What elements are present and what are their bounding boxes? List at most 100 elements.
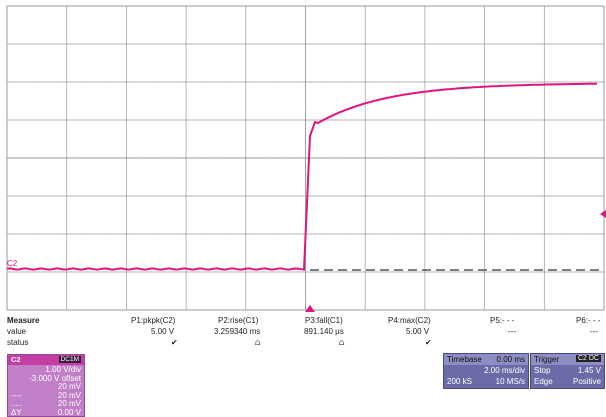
grid-minor-dot <box>436 271 438 273</box>
grid-minor-dot <box>519 81 521 83</box>
grid-minor-dot <box>567 157 569 159</box>
grid-minor-dot <box>340 195 342 197</box>
grid-minor-dot <box>54 271 56 273</box>
measure-col-name[interactable]: P1:pkpk(C2) <box>131 316 176 325</box>
grid-minor-dot <box>161 157 163 159</box>
grid-minor-dot <box>257 195 259 197</box>
grid-minor-dot <box>448 195 450 197</box>
grid-minor-dot <box>233 233 235 235</box>
grid-minor-dot <box>197 119 199 121</box>
measure-col-name[interactable]: P2:rise(C1) <box>218 316 259 325</box>
grid-minor-dot <box>78 271 80 273</box>
grid-minor-dot <box>507 195 509 197</box>
grid-minor-dot <box>233 157 235 159</box>
grid-minor-dot <box>591 195 593 197</box>
grid-minor-dot <box>209 81 211 83</box>
channel-name: C2 <box>11 355 21 364</box>
grid-minor-dot <box>90 119 92 121</box>
grid-minor-dot <box>555 81 557 83</box>
grid-minor-dot <box>519 195 521 197</box>
trigger-panel[interactable]: Trigger C2 DC Stop 1.45 V Edge Positive <box>530 353 605 389</box>
grid-minor-dot <box>137 271 139 273</box>
grid-minor-dot <box>579 157 581 159</box>
grid-minor-dot <box>328 119 330 121</box>
measure-col-name[interactable]: P4:max(C2) <box>388 316 431 325</box>
grid-minor-dot <box>507 157 509 159</box>
grid-minor-dot <box>567 81 569 83</box>
grid-minor-dot <box>352 119 354 121</box>
grid-minor-dot <box>328 271 330 273</box>
oscilloscope-grid: C2 <box>6 5 606 312</box>
grid-minor-dot <box>209 233 211 235</box>
grid-minor-dot <box>161 43 163 45</box>
grid-minor-dot <box>400 195 402 197</box>
grid-minor-dot <box>281 43 283 45</box>
grid-minor-dot <box>328 157 330 159</box>
grid-minor-dot <box>209 271 211 273</box>
grid-minor-dot <box>149 119 151 121</box>
zoom-row-value: 20 mV <box>57 390 81 400</box>
grid-minor-dot <box>173 157 175 159</box>
grid-minor-dot <box>579 43 581 45</box>
grid-minor-dot <box>197 81 199 83</box>
timebase-panel[interactable]: Timebase 0.00 ms 2.00 ms/div 200 kS 10 M… <box>443 353 529 389</box>
grid-minor-dot <box>531 271 533 273</box>
grid-minor-dot <box>328 43 330 45</box>
grid-minor-dot <box>460 195 462 197</box>
grid-minor-dot <box>376 157 378 159</box>
grid-minor-dot <box>388 195 390 197</box>
grid-minor-dot <box>531 157 533 159</box>
trigger-position-icon[interactable] <box>305 305 315 312</box>
grid-minor-dot <box>78 195 80 197</box>
grid-minor-dot <box>316 233 318 235</box>
grid-minor-dot <box>388 81 390 83</box>
grid-minor-dot <box>30 233 32 235</box>
grid-minor-dot <box>102 195 104 197</box>
grid-minor-dot <box>460 271 462 273</box>
grid-minor-dot <box>293 43 295 45</box>
grid-minor-dot <box>531 81 533 83</box>
grid-minor-dot <box>54 157 56 159</box>
grid-minor-dot <box>54 119 56 121</box>
grid-minor-dot <box>400 271 402 273</box>
grid-minor-dot <box>149 233 151 235</box>
grid-minor-dot <box>42 195 44 197</box>
measure-col-name[interactable]: P5:- - - <box>490 316 515 325</box>
channel-c2-descriptor[interactable]: C2 DC1M 1.00 V/div -3.000 V offset 20 mV… <box>7 354 85 417</box>
grid-minor-dot <box>281 233 283 235</box>
grid-minor-dot <box>412 43 414 45</box>
grid-minor-dot <box>472 119 474 121</box>
measure-value: 5.00 V <box>151 327 175 336</box>
grid-minor-dot <box>352 233 354 235</box>
grid-minor-dot <box>519 119 521 121</box>
grid-minor-dot <box>149 43 151 45</box>
grid-minor-dot <box>412 195 414 197</box>
grid-minor-dot <box>173 43 175 45</box>
grid-minor-dot <box>233 119 235 121</box>
grid-minor-dot <box>591 43 593 45</box>
grid-minor-dot <box>137 195 139 197</box>
grid-minor-dot <box>161 81 163 83</box>
grid-minor-dot <box>257 157 259 159</box>
grid-minor-dot <box>340 81 342 83</box>
trigger-level-icon[interactable] <box>600 210 606 218</box>
grid-minor-dot <box>30 271 32 273</box>
grid-minor-dot <box>281 271 283 273</box>
grid-minor-dot <box>137 81 139 83</box>
grid-minor-dot <box>340 119 342 121</box>
grid-minor-dot <box>591 81 593 83</box>
grid-minor-dot <box>281 119 283 121</box>
grid-minor-dot <box>352 271 354 273</box>
grid-minor-dot <box>221 81 223 83</box>
grid-minor-dot <box>388 271 390 273</box>
grid-minor-dot <box>113 119 115 121</box>
grid-minor-dot <box>412 233 414 235</box>
grid-minor-dot <box>293 233 295 235</box>
grid-minor-dot <box>102 81 104 83</box>
trigger-type: Edge <box>534 377 553 386</box>
measure-col-name[interactable]: P6:- - - <box>576 316 601 325</box>
grid-minor-dot <box>42 157 44 159</box>
grid-minor-dot <box>448 43 450 45</box>
measure-col-name[interactable]: P3:fall(C1) <box>305 316 343 325</box>
channel-scale: 1.00 V/div <box>45 365 81 374</box>
